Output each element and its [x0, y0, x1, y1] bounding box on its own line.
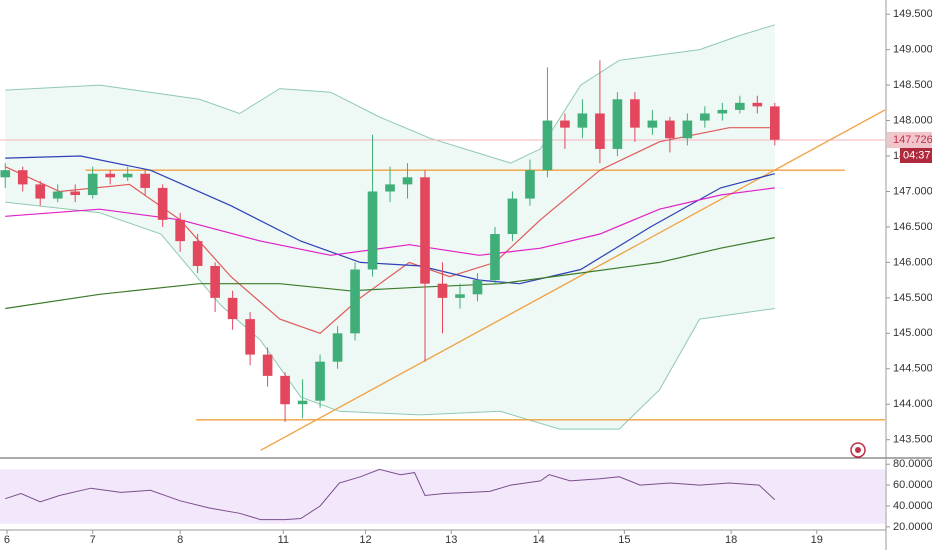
- moving-average: [5, 237, 775, 310]
- y-tick-label: 144.000: [893, 398, 932, 410]
- candle-body: [560, 120, 570, 128]
- y-tick-label: 145.500: [893, 292, 932, 304]
- candle-body: [105, 173, 115, 178]
- candle-body: [35, 184, 46, 199]
- y-tick-label: 146.500: [893, 221, 932, 233]
- candle-body: [577, 113, 588, 128]
- candle-body: [595, 113, 605, 149]
- candle-body: [175, 219, 185, 242]
- last-price-box: [887, 131, 932, 148]
- candle-body: [717, 109, 728, 114]
- rsi-tick-label: 40.0000: [893, 500, 932, 512]
- y-tick-label: 146.000: [893, 256, 932, 268]
- candle-body: [52, 191, 63, 199]
- trend-line: [260, 109, 886, 451]
- alert-icon[interactable]: [850, 442, 866, 458]
- candle-body: [612, 99, 623, 149]
- y-tick-label: 147.000: [893, 185, 932, 197]
- candle-body: [350, 269, 360, 334]
- candle-body: [682, 120, 693, 139]
- candle-body: [140, 173, 150, 188]
- candle-body: [122, 173, 133, 178]
- candle-body: [665, 120, 675, 139]
- candle-body: [735, 102, 745, 110]
- countdown-label: 04:37: [903, 149, 931, 161]
- x-tick-label: 11: [278, 534, 289, 546]
- candle-body: [192, 241, 203, 266]
- candle-body: [630, 99, 640, 128]
- candle-body: [0, 170, 11, 178]
- rsi-band: [0, 469, 885, 524]
- band-lower: [5, 201, 775, 430]
- candle-body: [700, 113, 710, 121]
- candle-body: [157, 187, 168, 220]
- candle-body: [245, 319, 255, 355]
- candle-body: [332, 333, 343, 362]
- icon-dot: [855, 447, 861, 453]
- rsi-line: [5, 468, 776, 521]
- candle-body: [455, 294, 465, 298]
- x-tick-label: 18: [725, 534, 737, 546]
- candle-body: [402, 177, 413, 185]
- x-tick-label: 15: [618, 534, 630, 546]
- x-tick-label: 7: [90, 534, 96, 546]
- candle-body: [210, 265, 220, 298]
- x-tick-label: 12: [359, 534, 371, 546]
- candle-body: [647, 120, 658, 128]
- y-tick-label: 145.000: [893, 327, 932, 339]
- candle-body: [525, 170, 535, 199]
- last-price-label: 147.726: [893, 134, 932, 146]
- x-tick-label: 13: [445, 534, 457, 546]
- candle-body: [227, 297, 238, 320]
- candle-body: [367, 191, 378, 270]
- x-tick-label: 6: [4, 534, 10, 546]
- moving-average: [5, 155, 775, 285]
- rsi-tick-label: 60.0000: [893, 479, 932, 491]
- candle-body: [472, 280, 483, 295]
- candle-body: [437, 283, 448, 298]
- x-tick-label: 14: [533, 534, 545, 546]
- x-tick-label: 8: [177, 534, 183, 546]
- moving-average: [4, 127, 775, 334]
- candle-body: [490, 234, 500, 281]
- countdown-box: [900, 147, 932, 163]
- candle-body: [297, 400, 308, 405]
- candle-body: [315, 361, 325, 401]
- band-upper: [5, 24, 775, 164]
- candle-body: [752, 102, 763, 107]
- candle-body: [542, 120, 553, 171]
- candle-body: [262, 354, 273, 376]
- candle-body: [280, 375, 290, 405]
- y-tick-label: 149.000: [893, 44, 932, 56]
- candle-body: [507, 198, 518, 235]
- x-tick-label: 19: [811, 534, 823, 546]
- rsi-tick-label: 20.0000: [893, 521, 932, 533]
- y-tick-label: 148.500: [893, 79, 932, 91]
- rsi-tick-label: 80.0000: [893, 458, 932, 470]
- candle-body: [70, 191, 81, 196]
- candle-body: [87, 173, 98, 196]
- candle-body: [420, 177, 430, 284]
- candle-body: [770, 106, 780, 140]
- candle-body: [385, 184, 395, 192]
- y-tick-label: 144.500: [893, 363, 932, 375]
- candle-body: [17, 170, 28, 185]
- y-tick-label: 148.000: [893, 114, 932, 126]
- y-tick-label: 149.500: [893, 8, 932, 20]
- y-tick-label: 143.500: [893, 434, 932, 446]
